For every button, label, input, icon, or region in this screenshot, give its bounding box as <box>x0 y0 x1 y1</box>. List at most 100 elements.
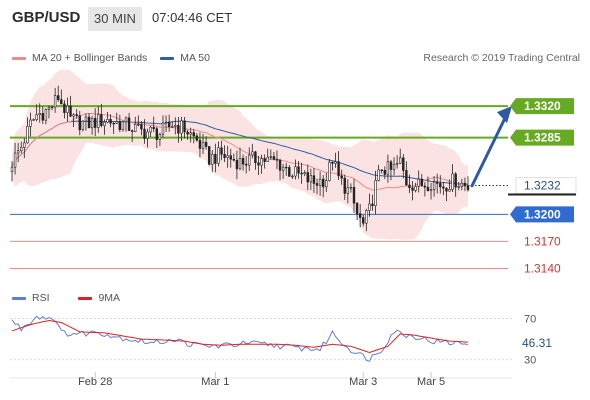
level-label-text: 1.3200 <box>524 207 561 221</box>
level-label-text: 1.3285 <box>524 131 561 145</box>
candle <box>272 152 276 161</box>
candle <box>158 132 162 147</box>
candle <box>167 114 171 132</box>
candle <box>207 146 211 166</box>
candle-body <box>328 161 331 181</box>
candle <box>278 158 282 181</box>
candles <box>10 85 470 232</box>
candle-body <box>309 175 313 183</box>
candle <box>93 108 97 137</box>
candle <box>57 85 60 102</box>
candle <box>318 171 322 196</box>
level-label-text: 1.3320 <box>524 99 561 113</box>
candle-body <box>16 150 20 154</box>
rsi-current-bg <box>516 334 560 351</box>
candle <box>257 155 260 175</box>
candle-body <box>251 151 254 156</box>
candle <box>44 108 48 125</box>
candle <box>405 161 408 186</box>
candle-body <box>180 120 183 134</box>
rsi-series-9MA <box>11 319 469 354</box>
candle <box>78 111 81 136</box>
candle-body <box>97 114 100 128</box>
candle-body <box>315 183 319 186</box>
candle-body <box>389 161 393 170</box>
candle <box>291 174 294 180</box>
candle-body <box>164 121 168 124</box>
candle-body <box>35 114 38 120</box>
candle-body <box>238 157 242 170</box>
candle <box>235 150 239 180</box>
candle-body <box>460 182 464 187</box>
candle-body <box>432 181 436 190</box>
candle-body <box>334 161 337 164</box>
level-label-bg <box>510 206 574 223</box>
candle <box>334 152 337 168</box>
candle <box>445 187 448 202</box>
legend-swatch-ma20 <box>12 56 26 60</box>
candle <box>186 129 189 140</box>
candle <box>38 103 41 123</box>
candle <box>32 118 35 121</box>
candle <box>23 138 26 159</box>
current-price-label: 1.3232 <box>515 177 577 194</box>
candle-body <box>87 116 91 129</box>
candle-body <box>248 154 251 166</box>
candle <box>10 161 14 182</box>
candle <box>211 149 214 173</box>
candle <box>109 114 112 128</box>
legend-label-9ma: 9MA <box>98 292 121 304</box>
candle <box>386 154 390 183</box>
candle-body <box>211 153 214 165</box>
candle-body <box>260 158 263 166</box>
candle <box>358 203 362 228</box>
candle-body <box>146 131 149 139</box>
candle <box>457 181 460 191</box>
candle <box>75 109 78 119</box>
candle-body <box>463 182 467 186</box>
candle <box>118 114 122 133</box>
candle-body <box>448 189 451 192</box>
candle-body <box>402 157 405 171</box>
chart-header: GBP/USD 30 MIN 07:04:46 CET <box>0 0 590 36</box>
candle-body <box>423 185 427 188</box>
candle <box>454 172 457 197</box>
x-tick-label: Feb 28 <box>78 376 112 388</box>
candle <box>217 141 220 167</box>
timeframe-button[interactable]: 30 MIN <box>88 7 142 31</box>
candle <box>201 133 205 154</box>
candle <box>300 162 303 184</box>
candle-body <box>143 128 146 139</box>
candle <box>130 129 134 143</box>
candle <box>69 95 72 118</box>
candle-body <box>121 121 125 130</box>
candle <box>380 169 383 174</box>
candle-body <box>380 169 383 172</box>
candle <box>121 120 125 132</box>
candle <box>377 164 380 182</box>
candle <box>325 172 328 193</box>
candle <box>374 170 377 215</box>
candle-body <box>306 172 309 183</box>
candle-body <box>81 120 85 131</box>
candle <box>263 154 266 169</box>
candle <box>408 174 411 194</box>
candle <box>161 115 165 138</box>
candle-body <box>53 95 57 108</box>
candle-body <box>50 106 54 109</box>
x-tick-label: Mar 1 <box>201 376 229 388</box>
candle-body <box>217 147 220 164</box>
candle-body <box>75 114 78 117</box>
candle-body <box>66 105 69 113</box>
candle <box>180 116 183 141</box>
candle-body <box>325 180 328 188</box>
candle <box>294 159 297 180</box>
candle <box>171 121 174 128</box>
rsi-current-text: 46.31 <box>522 336 552 350</box>
candle-body <box>183 120 186 133</box>
level-label-1.3320: 1.3320 <box>510 98 574 115</box>
candle-body <box>235 159 239 170</box>
candle <box>134 116 137 133</box>
legend-label-rsi: RSI <box>32 292 50 304</box>
